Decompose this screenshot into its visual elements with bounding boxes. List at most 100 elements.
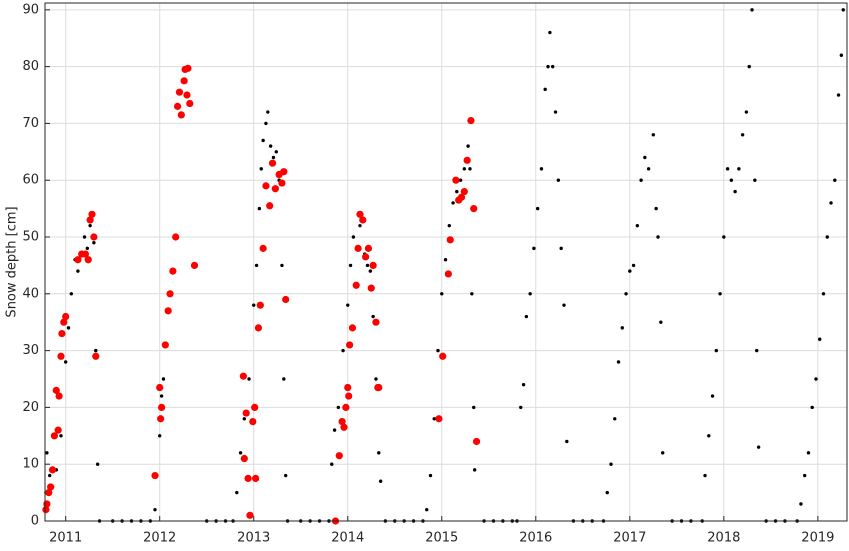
data-point [467,116,475,125]
y-tick-label: 0 [31,514,39,529]
marks [42,8,845,525]
data-point [88,223,92,228]
y-tick-label: 20 [22,400,39,415]
data-point [740,133,745,137]
y-tick-label: 80 [22,59,39,74]
data-point [651,133,656,137]
data-point [268,144,273,148]
data-point [446,236,454,244]
data-point [472,437,481,446]
data-point [369,261,377,270]
data-point [458,178,463,182]
data-point [251,403,259,412]
data-point [836,93,841,97]
data-point [85,246,90,251]
data-point [88,210,96,218]
y-tick-label: 90 [22,2,39,17]
data-point [48,466,57,474]
data-point [543,87,547,92]
data-point [455,189,459,194]
data-point [42,506,50,514]
data-point [55,392,63,400]
data-point [94,348,98,353]
data-point [436,348,440,353]
data-point [447,223,451,228]
data-point [261,138,265,143]
data-point [546,64,550,69]
data-point [472,468,477,472]
data-point [69,292,74,296]
data-point [833,178,837,182]
data-point [628,269,632,273]
data-point [58,329,66,338]
data-point [821,292,826,296]
data-point [271,155,276,160]
data-point [814,377,818,381]
data-point [367,284,375,292]
data-point [551,64,555,69]
data-point [244,474,252,483]
data-point [425,507,429,512]
data-point [624,292,628,296]
plot-frame [44,2,848,522]
data-point [521,382,526,387]
data-point [661,451,665,455]
data-point [562,303,566,307]
data-point [468,167,472,171]
data-point [359,216,367,224]
data-point [639,178,643,182]
data-point [340,423,348,431]
data-point [444,270,452,278]
data-point [440,292,444,296]
data-point [240,454,248,463]
data-point [539,167,544,171]
data-point [166,290,174,298]
data-point [714,348,719,353]
data-point [274,150,278,154]
data-point [239,372,247,380]
data-point [377,451,381,455]
data-point [733,189,737,194]
data-point [336,405,341,410]
data-point [280,168,288,176]
data-point [164,307,172,315]
data-point [556,178,561,182]
data-point [352,281,360,289]
data-point [659,320,663,324]
data-point [257,206,262,211]
data-point [818,337,822,341]
data-point [95,462,100,466]
data-point [156,383,164,392]
data-point [266,110,270,114]
data-point [242,409,250,417]
data-point [254,263,259,268]
data-point [90,233,98,241]
data-point [364,244,373,252]
data-point [616,360,621,364]
data-point [344,383,352,392]
data-point [729,178,734,182]
data-point [703,473,707,478]
data-point [463,156,471,164]
data-point [348,324,357,332]
data-point [252,303,256,307]
data-point [238,451,243,455]
data-point [371,314,375,319]
data-point [646,167,651,171]
data-point [472,405,476,410]
x-tick-label: 2016 [519,531,552,546]
data-point [45,451,49,455]
data-point [362,253,370,261]
data-point [750,8,754,12]
x-tick-label: 2019 [801,531,834,546]
data-point [330,462,334,466]
data-point [839,53,844,57]
data-point [532,246,536,251]
data-point [54,426,62,434]
data-point [264,121,268,126]
data-point [235,490,239,495]
data-point [186,99,194,108]
data-point [282,377,286,381]
data-point [755,348,759,353]
data-point [605,490,609,495]
